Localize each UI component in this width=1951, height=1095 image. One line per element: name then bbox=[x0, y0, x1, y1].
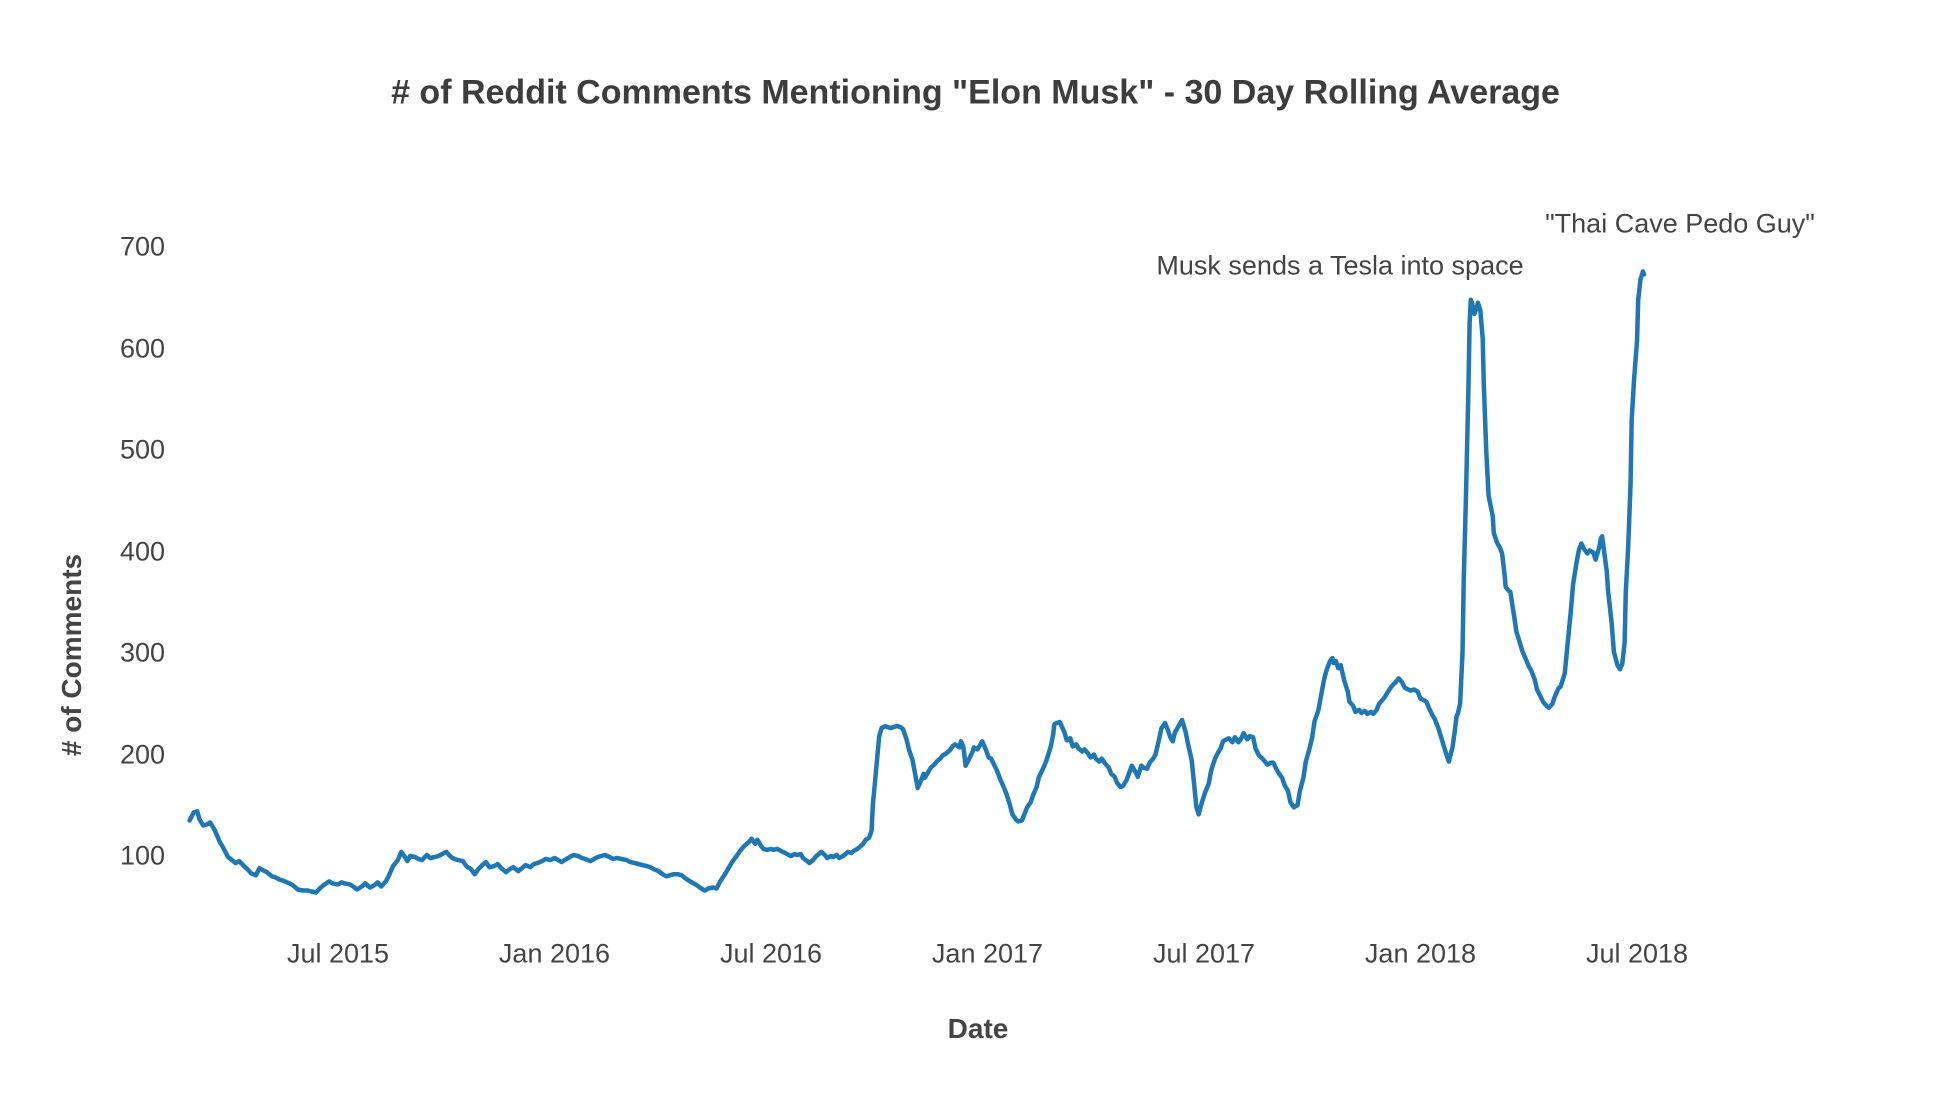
y-tick-label-600: 600 bbox=[119, 333, 165, 363]
annotation-thai-cave: "Thai Cave Pedo Guy" bbox=[1545, 208, 1815, 239]
y-tick-label-500: 500 bbox=[119, 434, 165, 465]
x-tick-label-jan2018: Jan 2018 bbox=[1364, 938, 1477, 969]
y-tick-label-100: 100 bbox=[119, 840, 165, 871]
x-tick-label-jul2018: Jul 2018 bbox=[1585, 938, 1689, 969]
x-tick-label-jul2017: Jul 2017 bbox=[1152, 938, 1256, 969]
x-axis-title: Date bbox=[947, 1013, 1009, 1044]
x-tick-label-jan2016: Jan 2016 bbox=[498, 938, 611, 969]
x-tick-label-jul2016: Jul 2016 bbox=[719, 938, 823, 969]
comments-series-line bbox=[187, 269, 1647, 895]
annotation-tesla-into-space: Musk sends a Tesla into space bbox=[1156, 250, 1524, 281]
y-tick-label-300: 300 bbox=[119, 637, 165, 668]
y-tick-label-200: 200 bbox=[119, 739, 165, 769]
y-tick-label-400: 400 bbox=[119, 536, 165, 566]
chart-title: # of Reddit Comments Mentioning "Elon Mu… bbox=[391, 73, 1560, 112]
x-tick-label-jan2017: Jan 2017 bbox=[931, 938, 1044, 969]
x-tick-label-jul2015: Jul 2015 bbox=[286, 938, 390, 969]
y-tick-label-700: 700 bbox=[119, 231, 165, 262]
